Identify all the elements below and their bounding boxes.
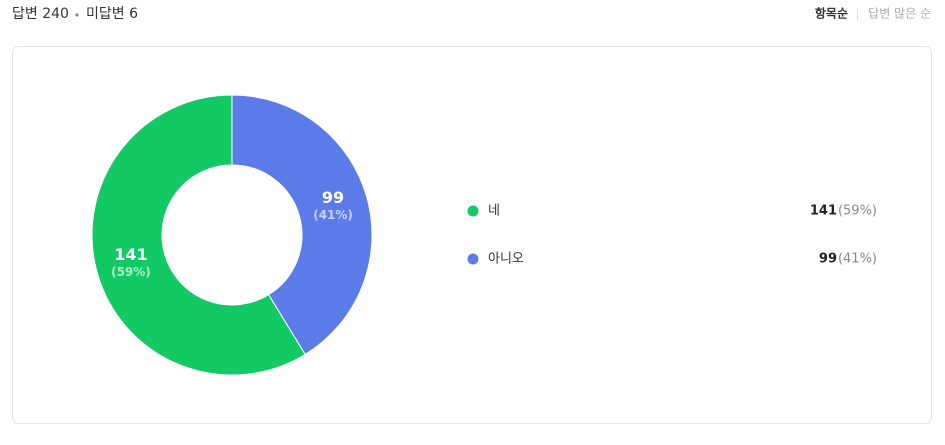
legend-dot xyxy=(467,205,479,217)
slice-percent: (41%) xyxy=(313,208,353,222)
slice-value: 141 xyxy=(114,245,147,264)
slice-value: 99 xyxy=(322,188,344,207)
legend-label: 네 xyxy=(488,204,500,219)
separator-dot xyxy=(75,13,79,17)
legend-percent: (59%) xyxy=(838,204,877,219)
donut-slice xyxy=(231,94,373,356)
sort-option[interactable]: 답변 많은 순 xyxy=(868,7,931,21)
unanswered-count: 미답변 6 xyxy=(86,6,138,22)
donut-slice xyxy=(91,94,306,376)
legend-percent: (41%) xyxy=(838,252,877,267)
legend-value: 99 xyxy=(819,252,837,267)
legend-value: 141 xyxy=(810,204,837,219)
slice-percent: (59%) xyxy=(111,265,151,279)
answered-count: 답변 240 xyxy=(12,6,69,22)
sort-option[interactable]: 항목순 xyxy=(815,6,848,21)
legend-label: 아니오 xyxy=(488,252,524,267)
legend-dot xyxy=(467,253,479,265)
